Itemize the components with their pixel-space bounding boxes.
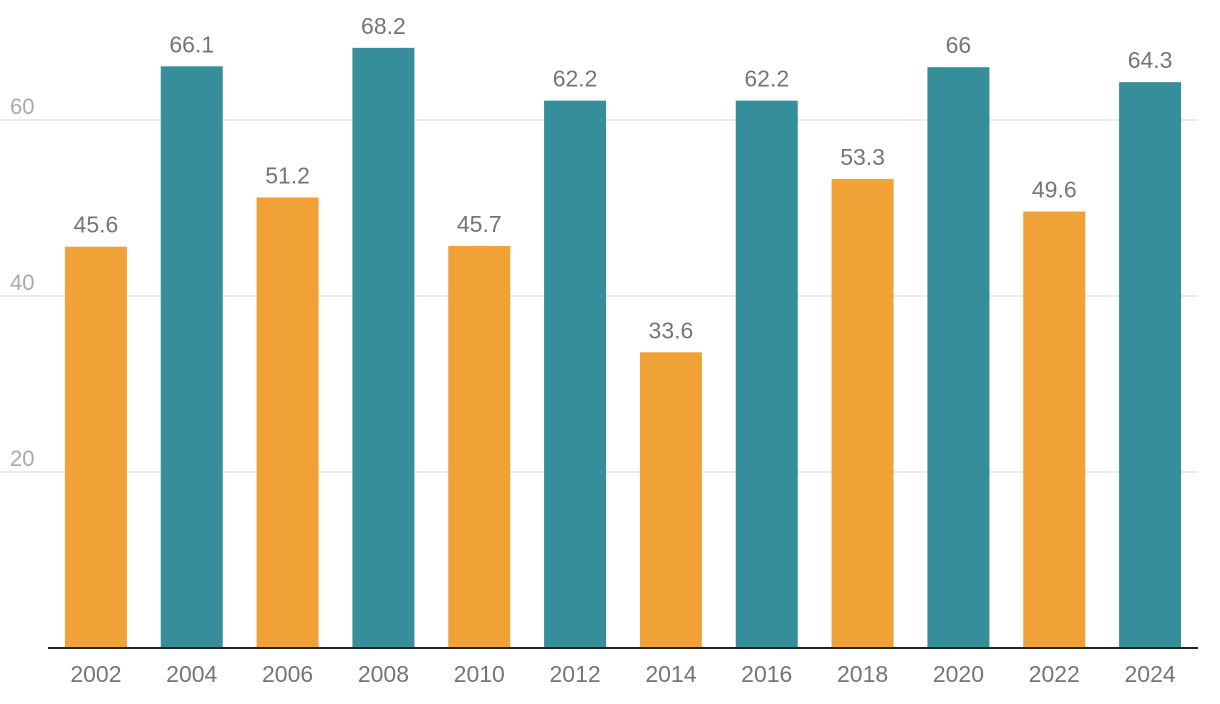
bar-2018 bbox=[831, 178, 894, 648]
x-tick-label-2002: 2002 bbox=[70, 661, 121, 687]
x-tick-label-2022: 2022 bbox=[1029, 661, 1080, 687]
x-tick-label-2024: 2024 bbox=[1124, 661, 1175, 687]
data-label-2016: 62.2 bbox=[744, 66, 789, 92]
bar-2004 bbox=[160, 66, 223, 648]
bar-2006 bbox=[256, 197, 319, 648]
x-axis-labels: 2002 2004 2006 2008 2010 2012 2014 2016 2018 2020… bbox=[70, 661, 1176, 687]
data-label-2018: 53.3 bbox=[840, 144, 885, 170]
data-labels: 45.6 66.1 51.2 68.2 45.7 62.2 33.6 62.2 53.3 66 49… bbox=[74, 13, 1173, 343]
bars bbox=[64, 47, 1182, 648]
data-label-2004: 66.1 bbox=[169, 31, 214, 57]
bar-2002 bbox=[64, 246, 127, 648]
bar-2024 bbox=[1119, 82, 1182, 648]
data-label-2006: 51.2 bbox=[265, 162, 310, 188]
bar-2022 bbox=[1023, 211, 1086, 648]
x-tick-label-2018: 2018 bbox=[837, 661, 888, 687]
x-tick-label-2016: 2016 bbox=[741, 661, 792, 687]
bar-2008 bbox=[352, 47, 415, 648]
x-tick-label-2004: 2004 bbox=[166, 661, 217, 687]
data-label-2010: 45.7 bbox=[457, 211, 502, 237]
bar-2016 bbox=[735, 100, 798, 648]
x-tick-label-2012: 2012 bbox=[549, 661, 600, 687]
y-tick-label-40: 40 bbox=[10, 270, 34, 295]
bar-2012 bbox=[544, 100, 607, 648]
bar-2020 bbox=[927, 67, 990, 648]
x-tick-label-2010: 2010 bbox=[454, 661, 505, 687]
data-label-2014: 33.6 bbox=[649, 317, 694, 343]
bar-2014 bbox=[639, 352, 702, 648]
x-tick-label-2014: 2014 bbox=[645, 661, 696, 687]
data-label-2012: 62.2 bbox=[553, 66, 598, 92]
y-tick-label-60: 60 bbox=[10, 94, 34, 119]
data-label-2022: 49.6 bbox=[1032, 177, 1077, 203]
bar-2010 bbox=[448, 245, 511, 648]
x-tick-label-2008: 2008 bbox=[358, 661, 409, 687]
data-label-2002: 45.6 bbox=[74, 212, 119, 238]
data-label-2020: 66 bbox=[946, 32, 972, 58]
x-tick-label-2006: 2006 bbox=[262, 661, 313, 687]
x-tick-label-2020: 2020 bbox=[933, 661, 984, 687]
data-label-2024: 64.3 bbox=[1128, 47, 1173, 73]
y-tick-label-20: 20 bbox=[10, 446, 34, 471]
data-label-2008: 68.2 bbox=[361, 13, 406, 39]
